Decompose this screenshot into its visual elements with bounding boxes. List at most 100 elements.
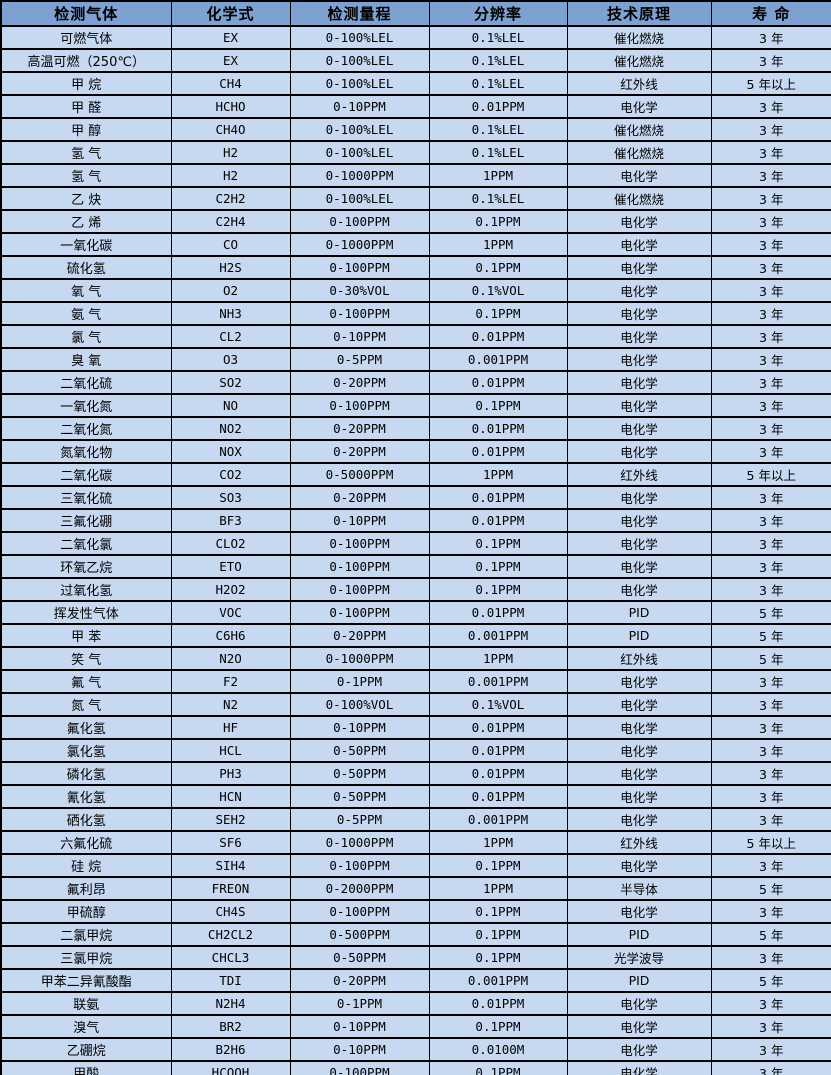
table-row: 二氧化硫 SO2 0-20PPM 0.01PPM 电化学 3 年 — [0, 370, 831, 395]
cell-range: 0-20PPM — [289, 439, 430, 464]
table-row: 硅 烷 SIH4 0-100PPM 0.1PPM 电化学 3 年 — [0, 853, 831, 878]
column-header-formula: 化学式 — [170, 0, 291, 27]
cell-range: 0-100PPM — [289, 209, 430, 234]
cell-principle: PID — [566, 623, 712, 648]
cell-range: 0-100PPM — [289, 899, 430, 924]
cell-range: 0-500PPM — [289, 922, 430, 947]
cell-gas-name: 甲 醇 — [0, 117, 172, 142]
cell-resolution: 0.01PPM — [428, 600, 568, 625]
cell-formula: CL2 — [170, 324, 291, 349]
cell-formula: CH4S — [170, 899, 291, 924]
cell-principle: 电化学 — [566, 347, 712, 372]
cell-formula: CHCL3 — [170, 945, 291, 970]
table-row: 磷化氢 PH3 0-50PPM 0.01PPM 电化学 3 年 — [0, 761, 831, 786]
cell-lifespan: 3 年 — [710, 807, 831, 832]
cell-range: 0-1PPM — [289, 991, 430, 1016]
cell-gas-name: 硅 烷 — [0, 853, 172, 878]
cell-range: 0-100PPM — [289, 853, 430, 878]
cell-formula: SO2 — [170, 370, 291, 395]
cell-range: 0-100%LEL — [289, 117, 430, 142]
cell-principle: 电化学 — [566, 531, 712, 556]
cell-principle: 电化学 — [566, 692, 712, 717]
table-row: 笑 气 N2O 0-1000PPM 1PPM 红外线 5 年 — [0, 646, 831, 671]
cell-gas-name: 甲酸 — [0, 1060, 172, 1075]
cell-lifespan: 5 年 — [710, 600, 831, 625]
cell-principle: 红外线 — [566, 462, 712, 487]
cell-lifespan: 3 年 — [710, 416, 831, 441]
cell-formula: CO — [170, 232, 291, 257]
table-row: 二氧化碳 CO2 0-5000PPM 1PPM 红外线 5 年以上 — [0, 462, 831, 487]
cell-gas-name: 硒化氢 — [0, 807, 172, 832]
cell-principle: 电化学 — [566, 278, 712, 303]
cell-gas-name: 笑 气 — [0, 646, 172, 671]
cell-gas-name: 甲 醛 — [0, 94, 172, 119]
cell-formula: BF3 — [170, 508, 291, 533]
cell-lifespan: 3 年 — [710, 692, 831, 717]
table-row: 可燃气体 EX 0-100%LEL 0.1%LEL 催化燃烧 3 年 — [0, 25, 831, 50]
cell-resolution: 0.1PPM — [428, 301, 568, 326]
table-row: 溴气 BR2 0-10PPM 0.1PPM 电化学 3 年 — [0, 1014, 831, 1039]
cell-principle: 电化学 — [566, 738, 712, 763]
cell-lifespan: 3 年 — [710, 531, 831, 556]
table-row: 二氧化氮 NO2 0-20PPM 0.01PPM 电化学 3 年 — [0, 416, 831, 441]
cell-range: 0-5000PPM — [289, 462, 430, 487]
table-row: 乙 烯 C2H4 0-100PPM 0.1PPM 电化学 3 年 — [0, 209, 831, 234]
cell-principle: 电化学 — [566, 853, 712, 878]
cell-formula: HCN — [170, 784, 291, 809]
cell-range: 0-50PPM — [289, 784, 430, 809]
cell-resolution: 0.1%LEL — [428, 117, 568, 142]
cell-principle: 电化学 — [566, 1060, 712, 1075]
column-header-principle: 技术原理 — [566, 0, 712, 27]
cell-lifespan: 3 年 — [710, 945, 831, 970]
cell-formula: CO2 — [170, 462, 291, 487]
table-row: 氟 气 F2 0-1PPM 0.001PPM 电化学 3 年 — [0, 669, 831, 694]
cell-gas-name: 二氧化氯 — [0, 531, 172, 556]
cell-gas-name: 氰化氢 — [0, 784, 172, 809]
cell-range: 0-100PPM — [289, 531, 430, 556]
cell-range: 0-100PPM — [289, 301, 430, 326]
cell-resolution: 0.1PPM — [428, 209, 568, 234]
cell-principle: 红外线 — [566, 71, 712, 96]
cell-gas-name: 氢 气 — [0, 140, 172, 165]
cell-lifespan: 3 年 — [710, 209, 831, 234]
cell-lifespan: 3 年 — [710, 1060, 831, 1075]
cell-lifespan: 3 年 — [710, 715, 831, 740]
cell-resolution: 1PPM — [428, 876, 568, 901]
cell-resolution: 0.001PPM — [428, 968, 568, 993]
cell-gas-name: 氨 气 — [0, 301, 172, 326]
cell-formula: F2 — [170, 669, 291, 694]
cell-gas-name: 氟 气 — [0, 669, 172, 694]
cell-resolution: 0.01PPM — [428, 761, 568, 786]
cell-range: 0-100%LEL — [289, 71, 430, 96]
cell-resolution: 0.1PPM — [428, 554, 568, 579]
column-header-resolution: 分辨率 — [428, 0, 568, 27]
cell-resolution: 1PPM — [428, 232, 568, 257]
cell-principle: 电化学 — [566, 669, 712, 694]
cell-resolution: 0.1PPM — [428, 1060, 568, 1075]
cell-principle: 催化燃烧 — [566, 117, 712, 142]
cell-principle: 电化学 — [566, 255, 712, 280]
cell-principle: 红外线 — [566, 830, 712, 855]
cell-range: 0-1000PPM — [289, 646, 430, 671]
cell-gas-name: 甲苯二异氰酸酯 — [0, 968, 172, 993]
cell-resolution: 0.1PPM — [428, 577, 568, 602]
cell-gas-name: 过氧化氢 — [0, 577, 172, 602]
cell-lifespan: 3 年 — [710, 347, 831, 372]
cell-gas-name: 氢 气 — [0, 163, 172, 188]
cell-lifespan: 5 年 — [710, 922, 831, 947]
cell-formula: HF — [170, 715, 291, 740]
cell-formula: HCL — [170, 738, 291, 763]
cell-gas-name: 氯 气 — [0, 324, 172, 349]
cell-resolution: 0.1%LEL — [428, 140, 568, 165]
cell-formula: ETO — [170, 554, 291, 579]
cell-resolution: 0.1PPM — [428, 393, 568, 418]
cell-range: 0-100%LEL — [289, 48, 430, 73]
cell-resolution: 0.01PPM — [428, 991, 568, 1016]
table-row: 六氟化硫 SF6 0-1000PPM 1PPM 红外线 5 年以上 — [0, 830, 831, 855]
cell-lifespan: 5 年 — [710, 646, 831, 671]
cell-principle: 电化学 — [566, 232, 712, 257]
cell-range: 0-20PPM — [289, 370, 430, 395]
cell-lifespan: 3 年 — [710, 186, 831, 211]
cell-principle: 电化学 — [566, 577, 712, 602]
